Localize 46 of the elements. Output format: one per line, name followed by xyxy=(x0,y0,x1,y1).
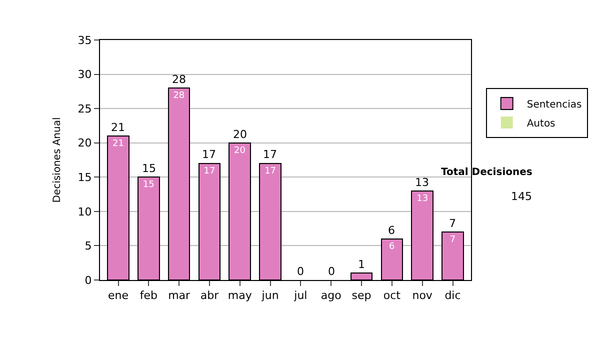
data-label: 13 xyxy=(416,194,428,204)
total-label: 28 xyxy=(172,73,186,86)
legend-label: Autos xyxy=(526,118,556,130)
x-tick-label: feb xyxy=(140,289,158,302)
x-tick-label: ago xyxy=(320,289,342,302)
x-tick-label: jul xyxy=(293,289,308,302)
total-label: 1 xyxy=(358,258,365,271)
total-label: 21 xyxy=(111,121,125,134)
y-axis-title: Decisiones Anual xyxy=(52,117,63,203)
data-label: 15 xyxy=(142,180,154,190)
y-tick-label: 20 xyxy=(78,136,92,150)
total-label: 20 xyxy=(233,128,247,141)
y-tick-label: 35 xyxy=(78,34,92,47)
legend-label: Sentencias xyxy=(526,99,582,110)
x-tick-label: abr xyxy=(200,289,220,302)
y-tick-label: 25 xyxy=(78,102,92,116)
total-label: 17 xyxy=(263,148,277,161)
data-label: 28 xyxy=(173,91,185,101)
y-tick-label: 10 xyxy=(78,205,92,218)
y-tick-label: 15 xyxy=(78,170,92,184)
total-label: 17 xyxy=(202,148,216,161)
data-label: 6 xyxy=(388,242,395,252)
total-label: 7 xyxy=(449,217,456,230)
y-tick-label: 5 xyxy=(84,240,92,253)
annotation: Total Decisiones xyxy=(441,167,532,178)
x-tick-label: jun xyxy=(260,289,279,302)
total-label: 13 xyxy=(415,176,429,189)
data-label: 17 xyxy=(204,166,216,176)
x-tick-label: ene xyxy=(108,289,129,302)
total-label: 0 xyxy=(328,265,335,278)
x-tick-label: mar xyxy=(168,289,191,302)
y-tick-label: 0 xyxy=(84,274,92,287)
data-label: 20 xyxy=(234,146,246,156)
total-label: 15 xyxy=(142,162,156,175)
x-tick-label: sep xyxy=(352,289,372,302)
x-tick-label: dic xyxy=(444,289,461,302)
total-label: 0 xyxy=(297,265,304,278)
text: 145 xyxy=(511,190,532,203)
data-label: 21 xyxy=(112,139,124,149)
total-label: 6 xyxy=(388,224,395,237)
y-tick-label: 30 xyxy=(78,68,92,82)
x-tick-label: may xyxy=(228,289,252,302)
data-label: 7 xyxy=(450,235,456,245)
x-tick-label: oct xyxy=(383,289,402,302)
x-tick-label: nov xyxy=(412,289,433,302)
data-label: 17 xyxy=(264,166,276,176)
